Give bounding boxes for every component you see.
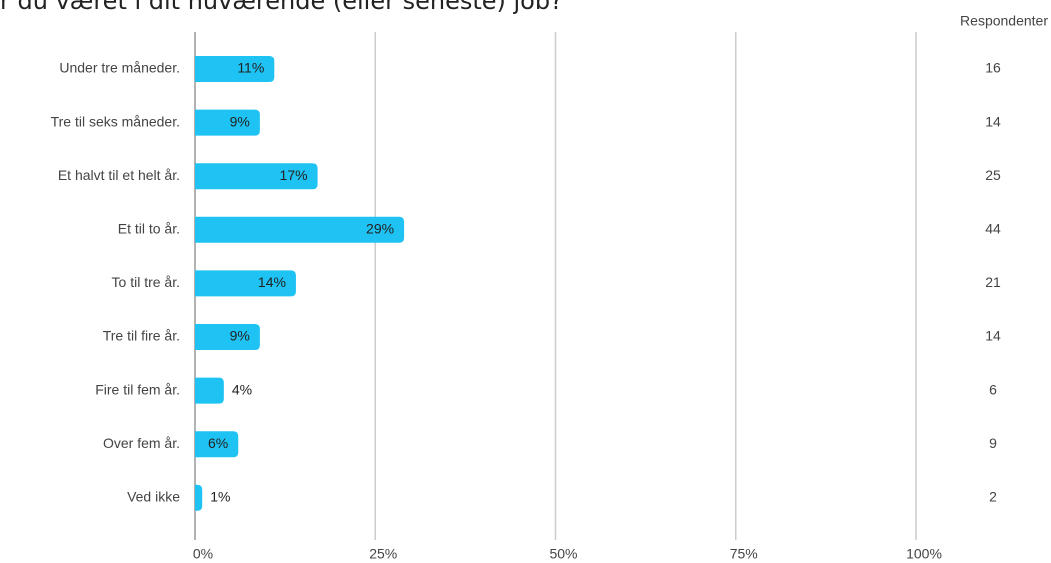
value-label: 17% <box>280 167 308 183</box>
bar <box>195 324 260 350</box>
bar <box>195 163 318 190</box>
bar <box>195 431 239 458</box>
x-tick-label: 0% <box>193 546 213 562</box>
category-label: To til tre år. <box>112 274 180 290</box>
category-label: Fire til fem år. <box>95 381 180 397</box>
x-tick-label: 50% <box>549 546 577 562</box>
respondents-count: 21 <box>985 274 1001 290</box>
respondents-count: 44 <box>985 221 1001 237</box>
category-label: Ved ikke <box>127 489 180 505</box>
value-label: 14% <box>258 274 286 290</box>
respondents-count: 25 <box>985 167 1001 183</box>
chart-title: r du været i dit nuværende (eller senest… <box>0 0 563 15</box>
bar <box>195 377 224 404</box>
category-label: Et til to år. <box>118 221 180 237</box>
respondents-count: 14 <box>985 113 1001 129</box>
value-label: 9% <box>230 328 250 344</box>
category-label: Et halvt til et helt år. <box>58 167 180 183</box>
category-label: Under tre måneder. <box>59 60 180 76</box>
value-label: 9% <box>230 113 250 129</box>
category-label: Tre til fire år. <box>103 328 180 344</box>
value-label: 6% <box>208 435 228 451</box>
value-label: 1% <box>210 489 230 505</box>
category-label: Tre til seks måneder. <box>51 113 180 129</box>
respondents-count: 2 <box>989 489 997 505</box>
respondents-count: 6 <box>989 381 997 397</box>
x-tick-label: 100% <box>906 546 942 562</box>
respondents-header: Respondenter <box>960 13 1048 29</box>
x-tick-label: 75% <box>730 546 758 562</box>
respondents-count: 9 <box>989 435 997 451</box>
value-label: 4% <box>232 381 252 397</box>
bar <box>195 216 405 243</box>
bar <box>195 56 275 82</box>
category-label: Over fem år. <box>103 435 180 451</box>
bar <box>195 484 203 511</box>
value-label: 29% <box>366 221 394 237</box>
bar <box>195 270 296 297</box>
bar <box>195 109 260 136</box>
x-tick-label: 25% <box>369 546 397 562</box>
value-label: 11% <box>237 60 264 76</box>
respondents-count: 16 <box>985 60 1001 76</box>
respondents-count: 14 <box>985 328 1001 344</box>
